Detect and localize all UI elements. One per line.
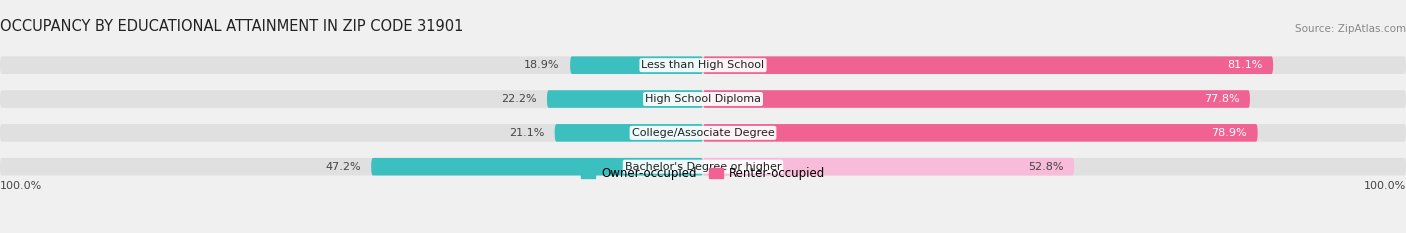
FancyBboxPatch shape [554, 124, 703, 142]
FancyBboxPatch shape [0, 124, 1406, 142]
Text: 100.0%: 100.0% [0, 181, 42, 191]
Text: Less than High School: Less than High School [641, 60, 765, 70]
FancyBboxPatch shape [0, 158, 1406, 175]
Text: 21.1%: 21.1% [509, 128, 544, 138]
Legend: Owner-occupied, Renter-occupied: Owner-occupied, Renter-occupied [576, 163, 830, 185]
FancyBboxPatch shape [703, 124, 1257, 142]
FancyBboxPatch shape [547, 90, 703, 108]
Text: Bachelor's Degree or higher: Bachelor's Degree or higher [624, 162, 782, 172]
FancyBboxPatch shape [703, 56, 1272, 74]
FancyBboxPatch shape [703, 90, 1250, 108]
FancyBboxPatch shape [571, 56, 703, 74]
Text: 18.9%: 18.9% [524, 60, 560, 70]
Text: 22.2%: 22.2% [501, 94, 537, 104]
Text: OCCUPANCY BY EDUCATIONAL ATTAINMENT IN ZIP CODE 31901: OCCUPANCY BY EDUCATIONAL ATTAINMENT IN Z… [0, 19, 464, 34]
FancyBboxPatch shape [0, 90, 1406, 108]
Text: 100.0%: 100.0% [1364, 181, 1406, 191]
Text: 81.1%: 81.1% [1227, 60, 1263, 70]
Text: 52.8%: 52.8% [1028, 162, 1064, 172]
FancyBboxPatch shape [371, 158, 703, 175]
Text: College/Associate Degree: College/Associate Degree [631, 128, 775, 138]
Text: 77.8%: 77.8% [1204, 94, 1240, 104]
Text: Source: ZipAtlas.com: Source: ZipAtlas.com [1295, 24, 1406, 34]
FancyBboxPatch shape [703, 158, 1074, 175]
FancyBboxPatch shape [0, 56, 1406, 74]
Text: High School Diploma: High School Diploma [645, 94, 761, 104]
Text: 78.9%: 78.9% [1212, 128, 1247, 138]
Text: 47.2%: 47.2% [325, 162, 360, 172]
